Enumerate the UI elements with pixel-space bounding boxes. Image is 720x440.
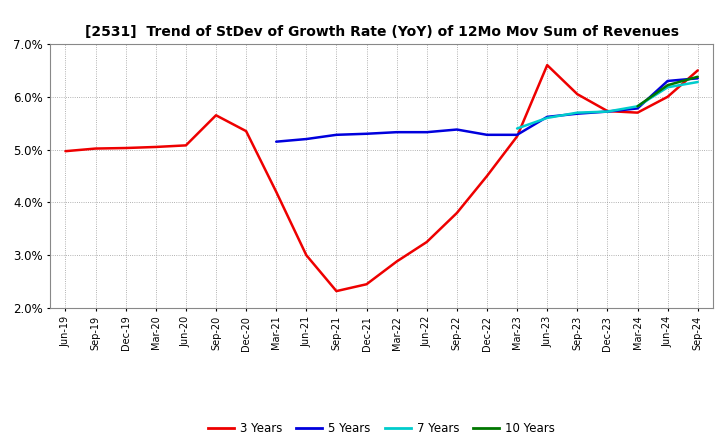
10 Years (633, 104, 642, 109)
5 Years (663, 78, 672, 84)
7 Years (633, 104, 642, 109)
5 Years (482, 132, 491, 137)
5 Years (362, 131, 371, 136)
7 Years (693, 79, 702, 84)
5 Years (603, 109, 612, 114)
Legend: 3 Years, 5 Years, 7 Years, 10 Years: 3 Years, 5 Years, 7 Years, 10 Years (203, 417, 560, 440)
3 Years (633, 110, 642, 115)
3 Years (212, 113, 220, 118)
7 Years (663, 84, 672, 90)
3 Years (242, 128, 251, 134)
3 Years (91, 146, 100, 151)
3 Years (513, 134, 521, 139)
3 Years (151, 144, 160, 150)
3 Years (181, 143, 190, 148)
3 Years (453, 210, 462, 216)
7 Years (543, 115, 552, 121)
Line: 5 Years: 5 Years (276, 78, 698, 142)
3 Years (663, 94, 672, 99)
5 Years (693, 76, 702, 81)
3 Years (122, 145, 130, 150)
3 Years (272, 189, 281, 194)
7 Years (573, 110, 582, 115)
10 Years (693, 74, 702, 79)
3 Years (423, 239, 431, 245)
Line: 7 Years: 7 Years (517, 82, 698, 128)
3 Years (693, 68, 702, 73)
5 Years (272, 139, 281, 144)
3 Years (392, 259, 401, 264)
3 Years (61, 149, 70, 154)
7 Years (603, 109, 612, 114)
3 Years (603, 108, 612, 114)
3 Years (362, 282, 371, 287)
5 Years (302, 136, 310, 142)
Line: 3 Years: 3 Years (66, 65, 698, 291)
7 Years (513, 126, 521, 131)
Title: [2531]  Trend of StDev of Growth Rate (YoY) of 12Mo Mov Sum of Revenues: [2531] Trend of StDev of Growth Rate (Yo… (85, 25, 679, 39)
10 Years (663, 83, 672, 88)
3 Years (573, 92, 582, 97)
5 Years (392, 129, 401, 135)
5 Years (513, 132, 521, 137)
5 Years (543, 114, 552, 120)
3 Years (482, 173, 491, 179)
5 Years (453, 127, 462, 132)
5 Years (633, 106, 642, 111)
Line: 10 Years: 10 Years (637, 77, 698, 106)
5 Years (423, 129, 431, 135)
3 Years (543, 62, 552, 68)
3 Years (302, 253, 310, 258)
3 Years (332, 289, 341, 294)
5 Years (332, 132, 341, 137)
5 Years (573, 111, 582, 116)
